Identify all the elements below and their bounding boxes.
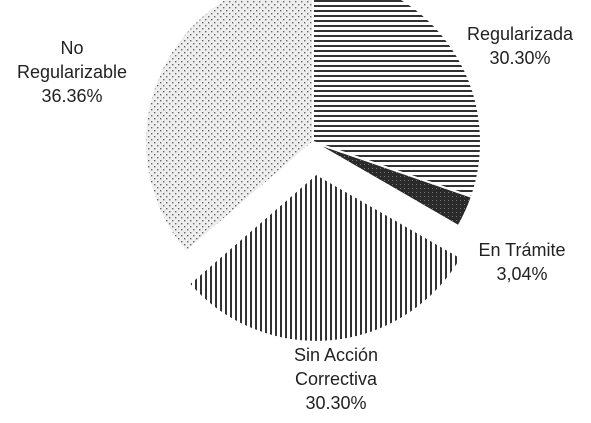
slice-value-no-regularizable: 36.36% (41, 86, 102, 106)
slice-name-sin-accion-correctiva: Sin Acción (294, 345, 378, 365)
slice-name-regularizada: Regularizada (467, 24, 574, 44)
slice-name-no-regularizable: Regularizable (17, 62, 127, 82)
slice-value-sin-accion-correctiva: 30.30% (305, 393, 366, 413)
pie-slice-sin-accion-correctiva (187, 172, 463, 343)
slice-value-en-tramite: 3,04% (496, 264, 547, 284)
slice-name-no-regularizable: No (60, 38, 83, 58)
pie-slice-regularizada (312, 0, 482, 199)
slice-label-sin-accion-correctiva: Sin Acción Correctiva 30.30% (294, 345, 378, 413)
slice-name-sin-accion-correctiva: Correctiva (295, 369, 378, 389)
pie-slices (144, 0, 482, 343)
pie-labels: Regularizada 30.30% En Trámite 3,04% Sin Acc… (17, 24, 574, 413)
slice-name-en-tramite: En Trámite (478, 240, 565, 260)
slice-value-regularizada: 30.30% (489, 48, 550, 68)
slice-label-no-regularizable: No Regularizable 36.36% (17, 38, 127, 106)
slice-label-en-tramite: En Trámite 3,04% (478, 240, 565, 284)
pie-slice-en-tramite (312, 141, 474, 228)
slice-label-regularizada: Regularizada 30.30% (467, 24, 574, 68)
pie-slice-no-regularizable (144, 0, 314, 254)
